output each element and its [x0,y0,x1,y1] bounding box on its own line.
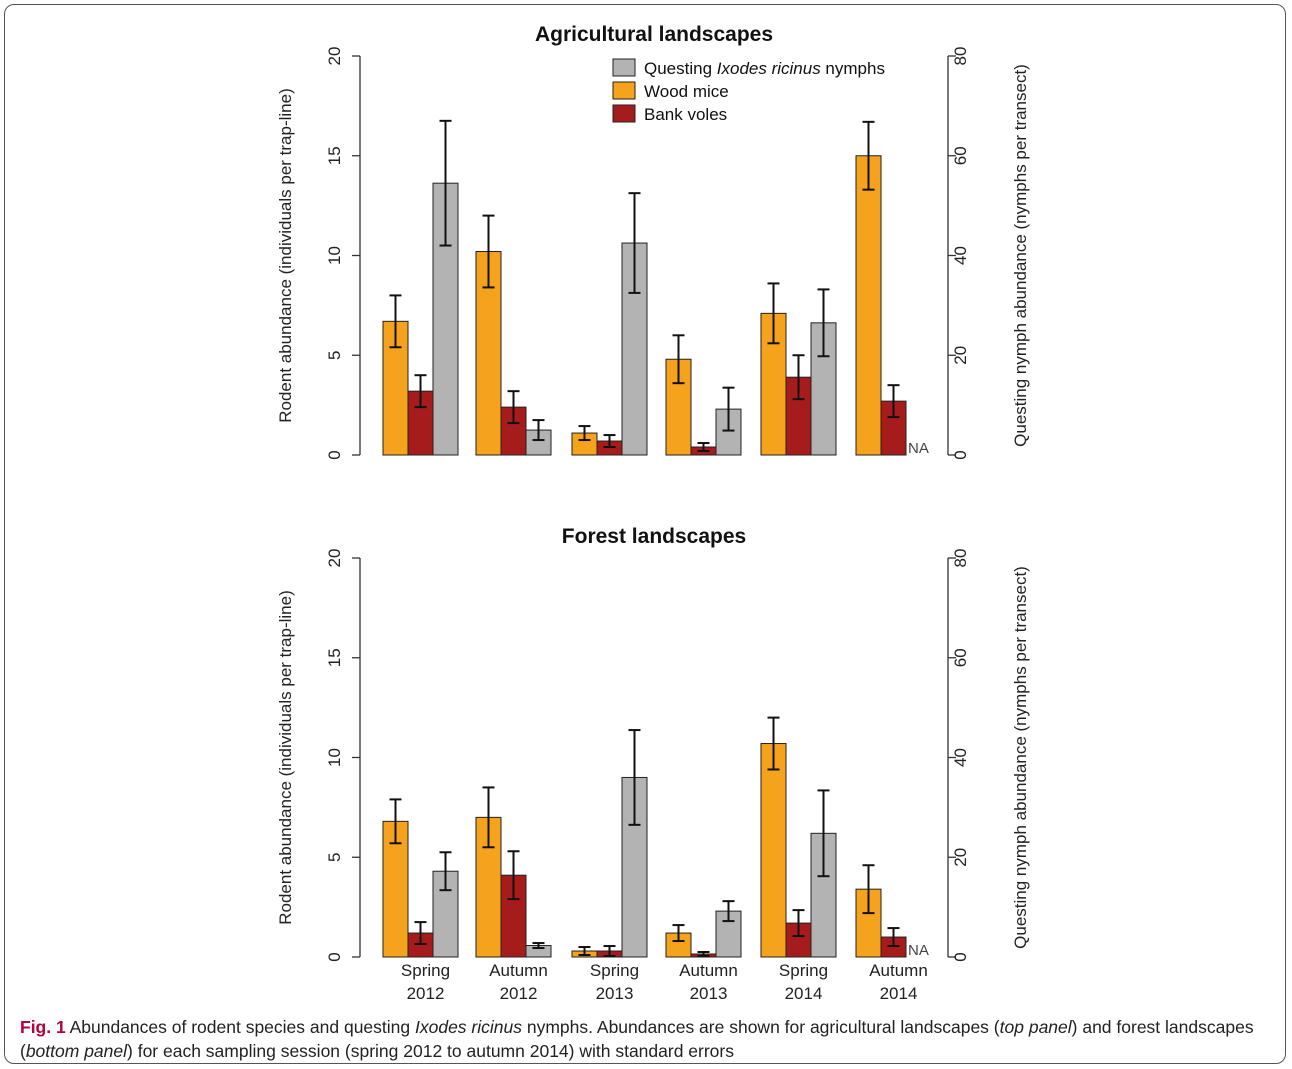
na-label-top: NA [908,440,929,457]
y-tick-label-left-top: 15 [325,146,344,165]
caption-text-1: Abundances of rodent species and questin… [65,1017,415,1037]
x-tick-label: 2014 [785,984,823,1003]
na-label-bottom: NA [908,942,929,959]
y-tick-label-left-top: 20 [325,47,344,66]
y-tick-label-right-bottom: 20 [951,848,970,867]
y-tick-label-left-top: 5 [325,351,344,360]
y-tick-label-right-top: 0 [951,450,970,459]
x-tick-label: Autumn [679,961,738,980]
y-tick-label-right-bottom: 60 [951,648,970,667]
y-tick-label-right-bottom: 40 [951,748,970,767]
x-tick-label: 2012 [500,984,538,1003]
y-tick-label-right-top: 20 [951,346,970,365]
x-tick-label: Autumn [869,961,928,980]
y-tick-label-right-bottom: 80 [951,549,970,568]
x-tick-label: 2013 [690,984,728,1003]
caption-text-4: ) for each sampling session (spring 2012… [127,1041,734,1061]
bar-questing-ixodes-ricinus-nymphs-top [621,242,648,456]
y-axis-label-right-bottom: Questing nymph abundance (nymphs per tra… [1011,566,1030,949]
caption-label: Fig. 1 [20,1017,66,1037]
chart-title-top: Agricultural landscapes [535,23,773,46]
x-tick-label: Autumn [489,961,548,980]
y-axis-label-left-top: Rodent abundance (individuals per trap-l… [276,88,295,423]
caption-text-3: ) and forest landscapes ( [20,1017,1254,1061]
caption-italic-top: top panel [999,1017,1072,1037]
figure-frame [4,4,1286,1064]
y-tick-label-left-bottom: 5 [325,853,344,862]
legend-label-bank-voles: Bank voles [644,105,727,124]
y-tick-label-left-bottom: 0 [325,952,344,961]
x-tick-label: 2013 [596,984,634,1003]
y-axis-label-left-bottom: Rodent abundance (individuals per trap-l… [276,590,295,925]
y-tick-label-right-top: 80 [951,47,970,66]
legend-label-wood-mice: Wood mice [644,82,729,101]
bar-wood-mice-bottom [760,743,787,958]
legend-swatch-nymphs [612,58,636,77]
y-tick-label-right-top: 60 [951,146,970,165]
bar-wood-mice-top [855,155,882,456]
bar-wood-mice-bottom [855,888,882,958]
y-tick-label-right-bottom: 0 [951,952,970,961]
y-tick-label-right-top: 40 [951,246,970,265]
y-tick-label-left-bottom: 10 [325,748,344,767]
x-tick-label: 2012 [407,984,445,1003]
legend-swatch-wood-mice [612,81,636,100]
y-tick-label-left-top: 0 [325,450,344,459]
x-tick-label: Spring [401,961,450,980]
chart-title-bottom: Forest landscapes [562,525,746,548]
x-tick-label: Spring [779,961,828,980]
legend-label-nymphs: Questing Ixodes ricinus nymphs [644,59,885,78]
x-tick-label: Spring [590,961,639,980]
legend-swatch-bank-voles [612,104,636,123]
y-tick-label-left-top: 10 [325,246,344,265]
caption-italic-bottom: bottom panel [25,1041,128,1061]
figure-caption: Fig. 1 Abundances of rodent species and … [20,1015,1270,1063]
caption-text-2: nymphs. Abundances are shown for agricul… [522,1017,1000,1037]
x-tick-label: 2014 [880,984,918,1003]
y-axis-label-right-top: Questing nymph abundance (nymphs per tra… [1011,64,1030,447]
caption-italic-species: Ixodes ricinus [415,1017,522,1037]
y-tick-label-left-bottom: 20 [325,549,344,568]
y-tick-label-left-bottom: 15 [325,648,344,667]
